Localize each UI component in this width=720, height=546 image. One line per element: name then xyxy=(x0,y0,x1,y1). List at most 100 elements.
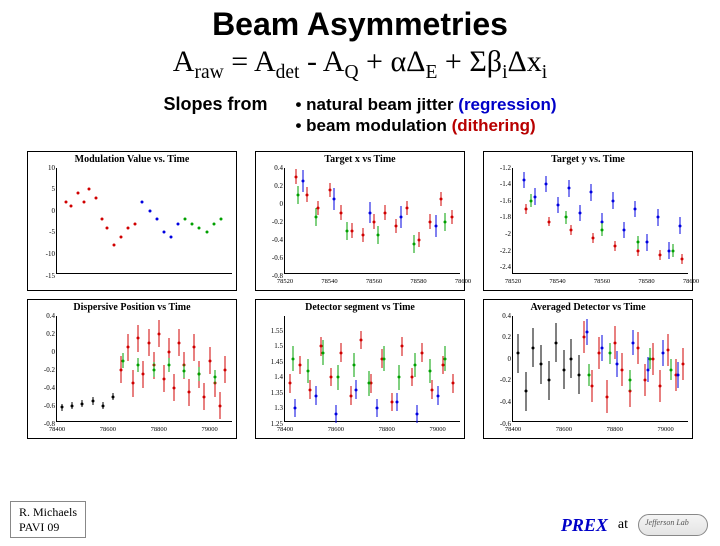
data-point xyxy=(81,402,84,405)
ytick: 0 xyxy=(31,207,55,215)
ytick: 1.45 xyxy=(259,358,283,366)
data-point xyxy=(184,218,187,221)
data-point xyxy=(332,198,335,201)
ytick: -0.4 xyxy=(31,384,55,392)
data-point xyxy=(682,363,685,366)
data-point xyxy=(188,391,191,394)
data-point xyxy=(361,234,364,237)
data-point xyxy=(322,351,325,354)
jlab-logo-text: Jefferson Lab xyxy=(645,518,689,527)
data-point xyxy=(628,379,631,382)
data-point xyxy=(291,357,294,360)
data-point xyxy=(317,207,320,210)
data-point xyxy=(667,349,670,352)
prex-label: PREX xyxy=(561,515,608,536)
ytick: 1.35 xyxy=(259,389,283,397)
data-point xyxy=(162,377,165,380)
data-point xyxy=(450,216,453,219)
data-point xyxy=(565,216,568,219)
data-point xyxy=(562,368,565,371)
data-point xyxy=(589,191,592,194)
data-point xyxy=(569,228,572,231)
data-point xyxy=(155,218,158,221)
xtick: 78560 xyxy=(594,278,610,285)
data-point xyxy=(656,216,659,219)
data-point xyxy=(570,357,573,360)
data-point xyxy=(141,201,144,204)
data-point xyxy=(578,212,581,215)
data-point xyxy=(444,357,447,360)
chart-title: Dispersive Position vs Time xyxy=(28,302,236,313)
data-point xyxy=(667,249,670,252)
ytick: -0.4 xyxy=(487,398,511,406)
data-point xyxy=(616,363,619,366)
data-point xyxy=(314,394,317,397)
ytick: -1.4 xyxy=(487,180,511,188)
data-point xyxy=(400,345,403,348)
data-point xyxy=(555,341,558,344)
data-point xyxy=(547,379,550,382)
data-point xyxy=(583,336,586,339)
bullet2-prefix: • beam modulation xyxy=(296,116,452,135)
ytick: -15 xyxy=(31,272,55,280)
data-point xyxy=(132,382,135,385)
ytick: 10 xyxy=(31,164,55,172)
data-point xyxy=(669,368,672,371)
data-point xyxy=(525,208,528,211)
data-point xyxy=(534,195,537,198)
xtick: 78600 xyxy=(556,426,572,433)
ytick: -1.8 xyxy=(487,213,511,221)
data-point xyxy=(608,352,611,355)
xtick: 78540 xyxy=(321,278,337,285)
chart-title: Averaged Detector vs Time xyxy=(484,302,692,313)
bullet1-prefix: • natural beam jitter xyxy=(296,95,459,114)
data-point xyxy=(295,175,298,178)
data-point xyxy=(218,404,221,407)
ytick: 0 xyxy=(259,200,283,208)
xtick: 78540 xyxy=(549,278,565,285)
data-point xyxy=(598,352,601,355)
data-point xyxy=(148,209,151,212)
data-point xyxy=(91,400,94,403)
data-point xyxy=(623,228,626,231)
data-point xyxy=(339,211,342,214)
data-point xyxy=(678,224,681,227)
bullet2-highlight: (dithering) xyxy=(452,116,536,135)
data-point xyxy=(198,373,201,376)
footer-author-box: R. Michaels PAVI 09 xyxy=(10,501,86,538)
data-point xyxy=(398,376,401,379)
ytick: 5 xyxy=(31,185,55,193)
xtick: 78400 xyxy=(49,426,65,433)
data-point xyxy=(375,407,378,410)
ytick: -0.2 xyxy=(487,376,511,384)
data-point xyxy=(152,368,155,371)
xtick: 78520 xyxy=(277,278,293,285)
chart-2: Target y vs. Time-2.4-2.2-2-1.8-1.6-1.4-… xyxy=(483,151,693,291)
xtick: 78580 xyxy=(638,278,654,285)
data-point xyxy=(306,370,309,373)
data-point xyxy=(399,216,402,219)
data-point xyxy=(88,188,91,191)
data-point xyxy=(384,211,387,214)
plot-area: -0.8-0.6-0.4-0.200.20.478400786007880079… xyxy=(56,316,232,422)
data-point xyxy=(137,364,140,367)
data-point xyxy=(390,400,393,403)
data-point xyxy=(328,189,331,192)
slope-bullets: • natural beam jitter (regression) • bea… xyxy=(296,94,557,137)
chart-4: Detector segment vs Time1.251.31.351.41.… xyxy=(255,299,465,439)
ytick: -2 xyxy=(487,230,511,238)
data-point xyxy=(223,368,226,371)
data-point xyxy=(601,228,604,231)
data-point xyxy=(205,231,208,234)
data-point xyxy=(101,404,104,407)
data-point xyxy=(177,222,180,225)
data-point xyxy=(634,208,637,211)
at-label: at xyxy=(618,517,628,533)
xtick: 78520 xyxy=(505,278,521,285)
xtick: 79000 xyxy=(201,426,217,433)
data-point xyxy=(112,244,115,247)
data-point xyxy=(578,373,581,376)
data-point xyxy=(100,218,103,221)
ytick: 0.2 xyxy=(487,333,511,341)
footer-conference: PAVI 09 xyxy=(19,520,77,534)
